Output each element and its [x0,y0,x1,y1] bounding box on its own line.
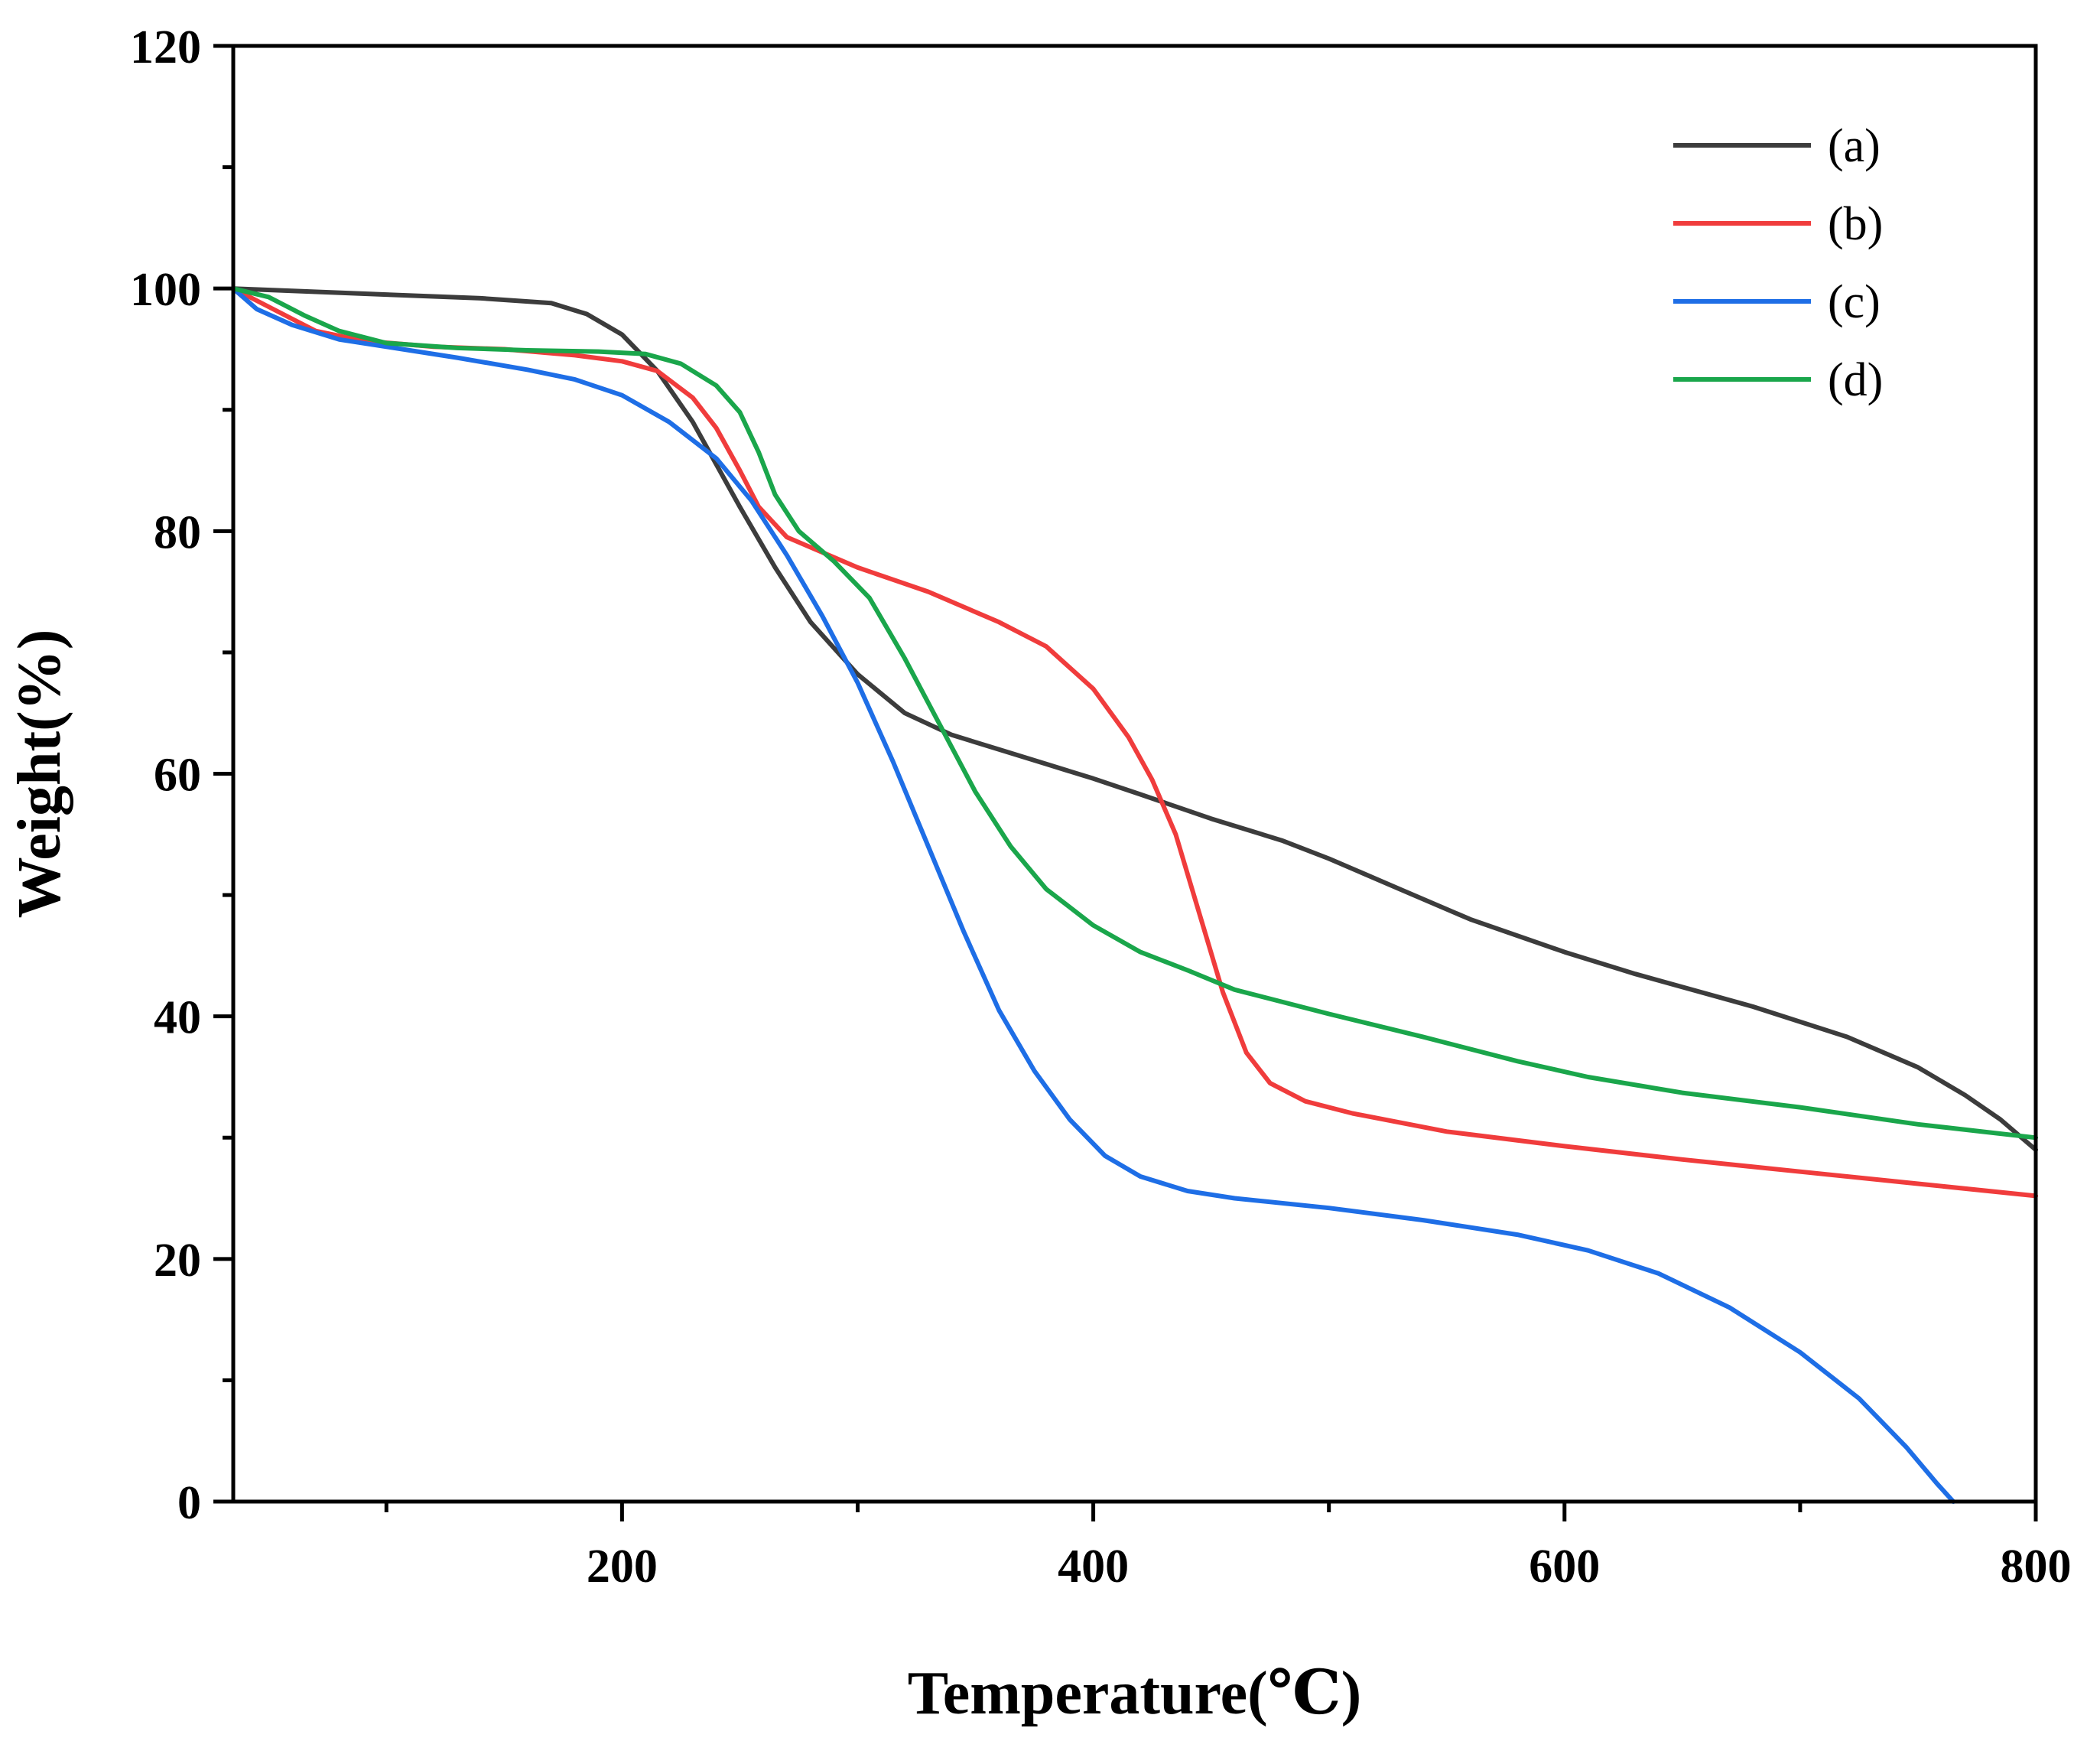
y-tick-label: 60 [154,750,201,802]
y-tick-label: 120 [130,21,201,73]
y-tick-label: 0 [177,1477,201,1529]
series-layer [231,286,2038,1504]
x-tick-label: 800 [2001,1541,2072,1593]
series-line-d [231,286,2038,1141]
y-axis-title: Weight(%) [6,630,73,919]
y-tick-label: 20 [154,1235,201,1287]
y-tick-label: 100 [130,264,201,316]
legend-label-a: (a) [1828,120,1881,172]
plot-frame [231,44,2038,1504]
y-tick-label: 80 [154,506,201,558]
x-axis-title: Temperature(℃) [908,1660,1362,1727]
series-line-c [231,286,1956,1504]
x-tick-label: 400 [1058,1541,1129,1593]
x-tick-label: 600 [1529,1541,1600,1593]
series-line-b [231,286,2038,1199]
legend-label-c: (c) [1828,276,1881,328]
series-line-a [231,286,2038,1153]
legend-label-d: (d) [1828,354,1883,406]
y-tick-label: 40 [154,992,201,1044]
legend: (a) (b) (c) (d) [1673,120,1883,406]
x-tick-label: 200 [587,1541,658,1593]
legend-label-b: (b) [1828,198,1883,250]
ticks-layer: 200 400 600 800 0 20 40 60 80 100 120 [130,21,2072,1593]
